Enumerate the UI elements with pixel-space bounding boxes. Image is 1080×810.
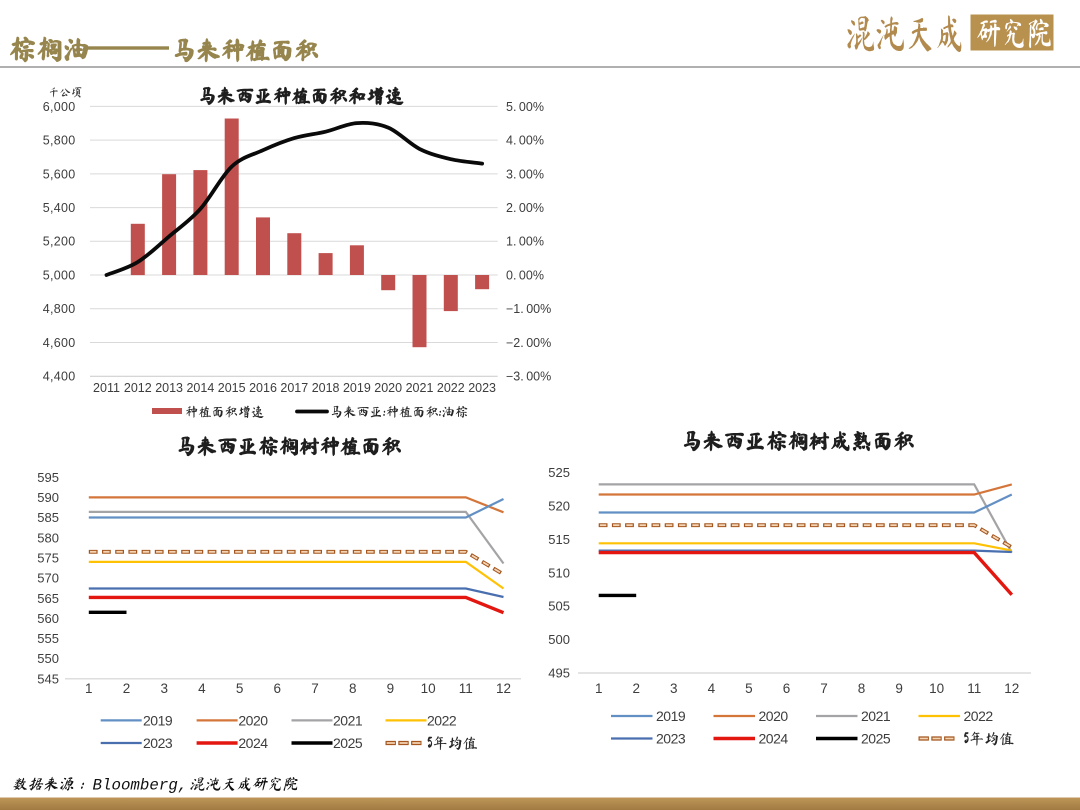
svg-text:2012: 2012 (124, 381, 152, 395)
svg-text:10: 10 (421, 681, 436, 696)
svg-text:2022: 2022 (427, 713, 457, 729)
svg-text:555: 555 (37, 631, 59, 646)
svg-text:2020: 2020 (238, 713, 268, 729)
svg-text:520: 520 (548, 498, 570, 513)
svg-text:525: 525 (548, 465, 570, 480)
svg-text:2021: 2021 (406, 381, 434, 395)
svg-text:595: 595 (37, 470, 59, 485)
svg-text:Bloomberg,: Bloomberg, (93, 777, 188, 795)
svg-text:−2. 00%: −2. 00% (506, 336, 551, 350)
svg-text:2022: 2022 (964, 708, 994, 724)
svg-text:12: 12 (496, 681, 511, 696)
svg-text:11: 11 (459, 681, 473, 696)
svg-text:1: 1 (85, 681, 93, 696)
svg-text:7: 7 (311, 681, 319, 696)
svg-text:12: 12 (1004, 681, 1019, 696)
svg-text:2019: 2019 (656, 708, 686, 724)
svg-text:2023: 2023 (143, 735, 173, 751)
svg-text:8: 8 (858, 681, 866, 696)
svg-text:570: 570 (37, 571, 59, 586)
svg-text:2023: 2023 (468, 381, 496, 395)
svg-text:2020: 2020 (374, 381, 402, 395)
svg-text:4,800: 4,800 (43, 302, 76, 316)
svg-text:2011: 2011 (93, 381, 120, 395)
svg-text:2: 2 (632, 681, 640, 696)
svg-text:495: 495 (548, 666, 570, 681)
svg-text:2013: 2013 (155, 381, 183, 395)
svg-text:575: 575 (37, 550, 59, 565)
svg-text:5,600: 5,600 (43, 167, 76, 181)
svg-text:3: 3 (160, 681, 168, 696)
svg-text:9: 9 (387, 681, 395, 696)
svg-text:1. 00%: 1. 00% (506, 235, 544, 249)
svg-text:10: 10 (929, 681, 944, 696)
svg-text:2024: 2024 (238, 735, 268, 751)
svg-text:500: 500 (548, 632, 570, 647)
svg-text:3: 3 (670, 681, 678, 696)
svg-text:5,800: 5,800 (43, 134, 76, 148)
svg-text:2015: 2015 (218, 381, 246, 395)
svg-text:580: 580 (37, 530, 59, 545)
svg-text:−1. 00%: −1. 00% (506, 302, 551, 316)
svg-text:4: 4 (708, 681, 716, 696)
svg-text:550: 550 (37, 651, 59, 666)
svg-text:2. 00%: 2. 00% (506, 201, 544, 215)
svg-text:590: 590 (37, 490, 59, 505)
svg-text:2021: 2021 (333, 713, 363, 729)
svg-text:5,400: 5,400 (43, 201, 76, 215)
svg-text:2025: 2025 (333, 735, 363, 751)
svg-text:585: 585 (37, 510, 59, 525)
svg-text:2: 2 (123, 681, 131, 696)
svg-text:2016: 2016 (249, 381, 277, 395)
svg-text:2014: 2014 (186, 381, 214, 395)
svg-text:515: 515 (548, 532, 570, 547)
svg-text:3. 00%: 3. 00% (506, 167, 544, 181)
svg-text:2024: 2024 (759, 731, 789, 747)
svg-text:2019: 2019 (343, 381, 371, 395)
svg-text:560: 560 (37, 611, 59, 626)
svg-text:5. 00%: 5. 00% (506, 100, 544, 114)
svg-text:6,000: 6,000 (43, 100, 76, 114)
svg-text:505: 505 (548, 599, 570, 614)
svg-text:6: 6 (274, 681, 282, 696)
svg-text:4,400: 4,400 (43, 370, 76, 384)
svg-text:9: 9 (895, 681, 903, 696)
svg-text:5: 5 (236, 681, 244, 696)
svg-text:2017: 2017 (280, 381, 308, 395)
svg-text:5,000: 5,000 (43, 268, 76, 282)
svg-text:2025: 2025 (861, 731, 891, 747)
svg-text:2023: 2023 (656, 731, 686, 747)
svg-text:4,600: 4,600 (43, 336, 76, 350)
svg-text:2022: 2022 (437, 381, 465, 395)
svg-text:1: 1 (595, 681, 603, 696)
svg-text:4. 00%: 4. 00% (506, 134, 544, 148)
svg-text:2020: 2020 (759, 708, 789, 724)
svg-text:2019: 2019 (143, 713, 173, 729)
svg-text:7: 7 (820, 681, 828, 696)
svg-text:11: 11 (967, 681, 981, 696)
svg-text:5: 5 (745, 681, 753, 696)
svg-text:0. 00%: 0. 00% (506, 268, 544, 282)
svg-text:6: 6 (783, 681, 791, 696)
svg-text:8: 8 (349, 681, 357, 696)
svg-text:2018: 2018 (312, 381, 340, 395)
svg-text:−3. 00%: −3. 00% (506, 370, 551, 384)
svg-text:2021: 2021 (861, 708, 891, 724)
svg-text:4: 4 (198, 681, 206, 696)
svg-text:510: 510 (548, 565, 570, 580)
svg-text:545: 545 (37, 671, 59, 686)
svg-text:5,200: 5,200 (43, 235, 76, 249)
svg-text:565: 565 (37, 591, 59, 606)
